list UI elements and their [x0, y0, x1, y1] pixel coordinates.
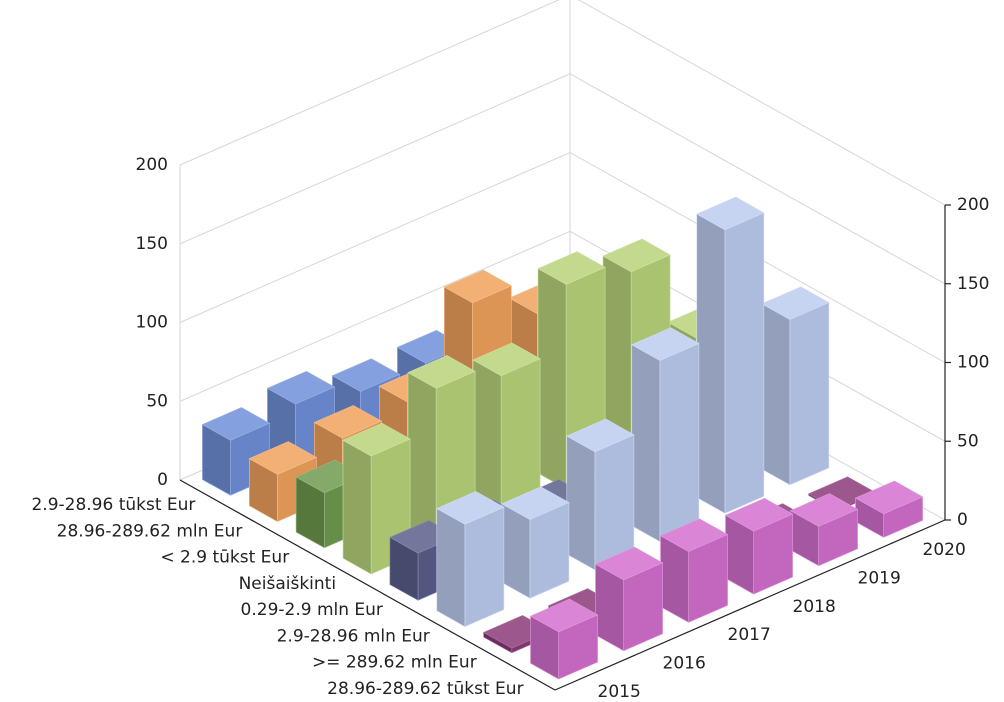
bar [631, 327, 700, 543]
bar [436, 491, 505, 628]
bar-side [436, 507, 466, 628]
x-tick-label: 2015 [598, 682, 641, 702]
bar-top [761, 286, 830, 320]
series-label: 28.96-289.62 mln Eur [57, 521, 243, 541]
bar-side [537, 268, 567, 490]
series-label: Neišaiškinti [239, 574, 336, 594]
x-tick-label: 2016 [663, 654, 706, 674]
bar [789, 493, 859, 567]
bar-top [724, 497, 794, 532]
bar [566, 418, 635, 571]
bar-top [501, 486, 570, 520]
bar-side [342, 439, 372, 575]
y-tick-label: 150 [136, 234, 168, 254]
x-tick-label: 2017 [728, 625, 771, 645]
grid-line [179, 0, 946, 206]
bar-top [529, 598, 599, 633]
bar-top [248, 441, 318, 475]
grid-line [179, 73, 946, 285]
bar [472, 342, 541, 518]
bar-side [696, 213, 726, 514]
bar-top [854, 480, 924, 515]
y-tick-label: 0 [957, 510, 968, 530]
bar-side [407, 371, 437, 547]
bar-top [566, 418, 635, 453]
bar-front [659, 343, 700, 543]
x-tick-label: 2019 [858, 569, 901, 589]
bar-front [724, 212, 765, 514]
y-tick-label: 150 [957, 274, 989, 294]
x-tick-label: 2018 [793, 597, 836, 617]
series-label: 28.96-289.62 tūkst Eur [327, 679, 523, 699]
y-tick-label: 200 [957, 195, 989, 215]
series-label: 2.9-28.96 mln Eur [277, 626, 430, 646]
bar-top [443, 269, 513, 304]
bar-top [659, 518, 729, 552]
bar-top [696, 196, 765, 231]
bar [854, 480, 924, 538]
bar-top [342, 422, 411, 457]
bar-top [436, 491, 505, 525]
bar-top [631, 327, 700, 361]
bar-top [313, 405, 383, 439]
bar-top [537, 251, 606, 285]
series-label: 0.29-2.9 mln Eur [241, 600, 383, 620]
bar-top [789, 493, 859, 527]
bar-side [761, 303, 791, 486]
y-tick-label: 50 [146, 391, 168, 411]
bar [659, 518, 729, 623]
series-label: < 2.9 tūkst Eur [160, 548, 289, 568]
x-tick-label: 2020 [923, 540, 966, 560]
y-tick-label: 100 [957, 353, 989, 373]
y-tick-label: 100 [136, 313, 168, 333]
y-tick-label: 50 [957, 431, 979, 451]
bar-side [566, 435, 596, 571]
bar [696, 196, 765, 514]
floor-edge [179, 479, 946, 691]
bar-top [594, 546, 664, 581]
bar [501, 486, 570, 599]
y-tick-label: 200 [136, 155, 168, 175]
bar-top [201, 407, 271, 441]
bar-front [464, 506, 505, 628]
bar [529, 598, 599, 680]
bar-top [331, 358, 401, 392]
bar-top [472, 342, 541, 377]
bar-top [266, 370, 336, 405]
bar-side [631, 344, 661, 543]
bar-side [501, 503, 531, 599]
bar-top [407, 355, 476, 389]
bar-top [602, 238, 671, 273]
series-label: >= 289.62 mln Eur [312, 653, 477, 673]
bar [724, 497, 794, 595]
series-label: 2.9-28.96 tūkst Eur [31, 495, 195, 515]
bar [761, 286, 830, 486]
bar [594, 546, 664, 652]
y-tick-label: 0 [157, 470, 168, 490]
bar-front [789, 302, 830, 486]
